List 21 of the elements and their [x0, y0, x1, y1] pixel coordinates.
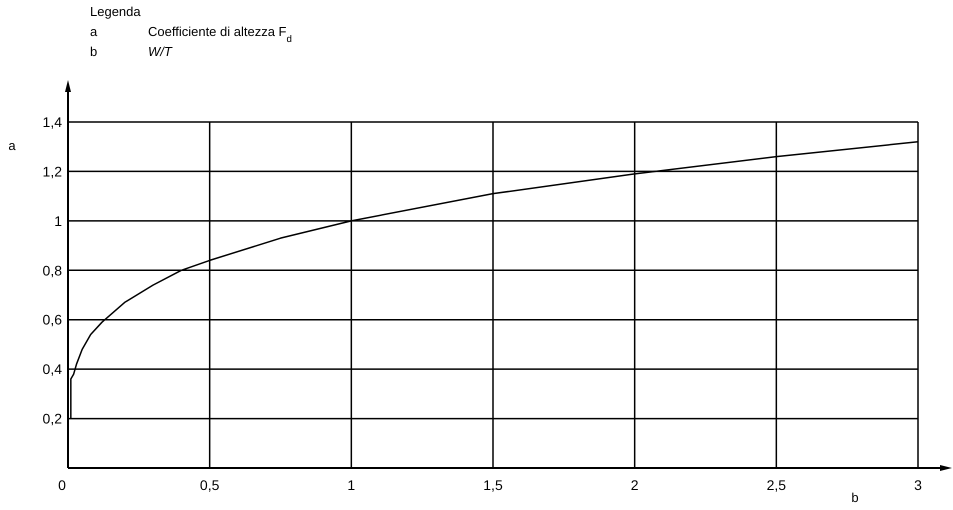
y-tick-label: 0,6 [42, 312, 62, 328]
text: a [90, 24, 98, 39]
y-tick-label: 0,2 [42, 410, 62, 427]
x-tick-label: 1,5 [483, 477, 503, 493]
text: b [90, 44, 98, 59]
y-tick-label: 0,8 [42, 262, 62, 278]
y-tick-label: 1,4 [42, 114, 62, 130]
x-axis-title: b [851, 490, 859, 505]
x-tick-label: 2 [630, 477, 639, 493]
text: Legenda [90, 4, 142, 19]
x-tick-label: 3 [914, 477, 922, 493]
y-tick-label: 0,4 [42, 361, 62, 378]
y-tick-label: 1,2 [42, 163, 62, 180]
x-tick-label: 2,5 [766, 477, 786, 493]
x-tick-label: 1 [347, 477, 356, 493]
x-tick-label: 0 [58, 477, 66, 493]
x-tick-label: 0,5 [200, 477, 220, 493]
y-axis-title: a [8, 138, 16, 153]
text: W/T [148, 44, 173, 59]
y-tick-label: 1 [54, 212, 62, 229]
text: Coefficiente di altezza F$_{d}$ [148, 24, 292, 44]
